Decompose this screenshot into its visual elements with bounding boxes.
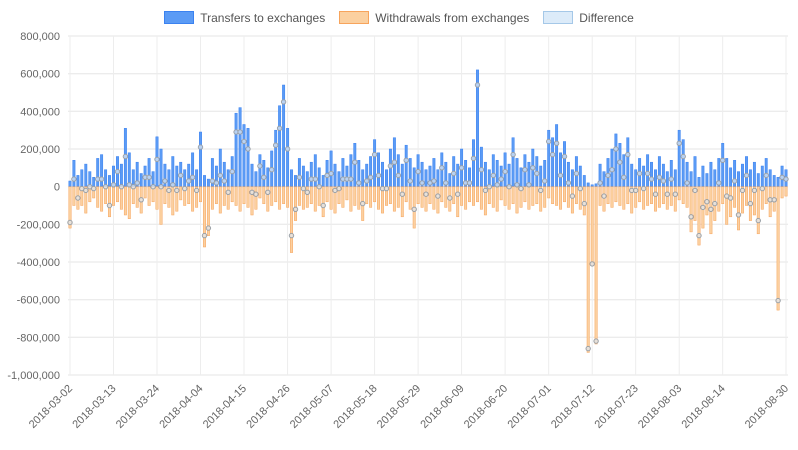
svg-text:-400,000: -400,000 <box>17 257 60 269</box>
svg-text:-1,000,000: -1,000,000 <box>7 370 60 382</box>
svg-text:2018-04-26: 2018-04-26 <box>244 383 292 431</box>
svg-text:2018-06-20: 2018-06-20 <box>462 383 510 431</box>
legend-swatch-transfers-icon <box>164 11 195 24</box>
svg-text:2018-07-01: 2018-07-01 <box>506 383 554 431</box>
svg-text:2018-08-03: 2018-08-03 <box>636 383 684 431</box>
legend-label-withdrawals: Withdrawals from exchanges <box>375 10 530 25</box>
svg-text:-200,000: -200,000 <box>17 219 60 231</box>
x-axis-labels: 2018-03-022018-03-132018-03-242018-04-04… <box>27 383 791 431</box>
legend-swatch-difference-icon <box>543 11 574 24</box>
bars-withdrawals[interactable] <box>68 186 788 353</box>
svg-text:2018-05-18: 2018-05-18 <box>331 383 379 431</box>
svg-text:2018-07-12: 2018-07-12 <box>549 383 597 431</box>
legend-item-difference[interactable]: Difference <box>543 10 634 25</box>
svg-text:2018-03-02: 2018-03-02 <box>27 383 75 431</box>
svg-text:200,000: 200,000 <box>20 144 60 156</box>
y-axis-labels: 800,000 600,000 400,000 200,000 0 -200,000 -40… <box>7 31 60 382</box>
svg-text:-800,000: -800,000 <box>17 332 60 344</box>
svg-text:2018-08-30: 2018-08-30 <box>743 383 791 431</box>
svg-text:2018-04-04: 2018-04-04 <box>157 383 205 431</box>
points-difference[interactable] <box>67 82 789 352</box>
svg-text:2018-07-23: 2018-07-23 <box>593 383 641 431</box>
legend-label-transfers: Transfers to exchanges <box>200 10 326 25</box>
svg-text:800,000: 800,000 <box>20 31 60 43</box>
svg-text:2018-06-09: 2018-06-09 <box>418 383 466 431</box>
svg-text:2018-08-14: 2018-08-14 <box>680 383 728 431</box>
svg-text:0: 0 <box>54 182 60 194</box>
legend-swatch-withdrawals-icon <box>339 11 370 24</box>
legend-item-transfers[interactable]: Transfers to exchanges <box>164 11 325 25</box>
svg-text:-600,000: -600,000 <box>17 295 60 307</box>
svg-text:2018-04-15: 2018-04-15 <box>201 383 249 431</box>
svg-text:600,000: 600,000 <box>20 69 60 81</box>
svg-text:2018-03-13: 2018-03-13 <box>70 383 118 431</box>
svg-text:2018-05-07: 2018-05-07 <box>288 383 336 431</box>
svg-text:2018-03-24: 2018-03-24 <box>114 383 162 431</box>
svg-text:400,000: 400,000 <box>20 106 60 118</box>
chart-plot[interactable]: 800,000 600,000 400,000 200,000 0 -200,000 -40… <box>0 28 798 450</box>
legend-item-withdrawals[interactable]: Withdrawals from exchanges <box>339 11 529 25</box>
legend-label-difference: Difference <box>579 10 634 25</box>
chart-legend: Transfers to exchanges Withdrawals from … <box>0 0 798 28</box>
svg-text:2018-05-29: 2018-05-29 <box>375 383 423 431</box>
